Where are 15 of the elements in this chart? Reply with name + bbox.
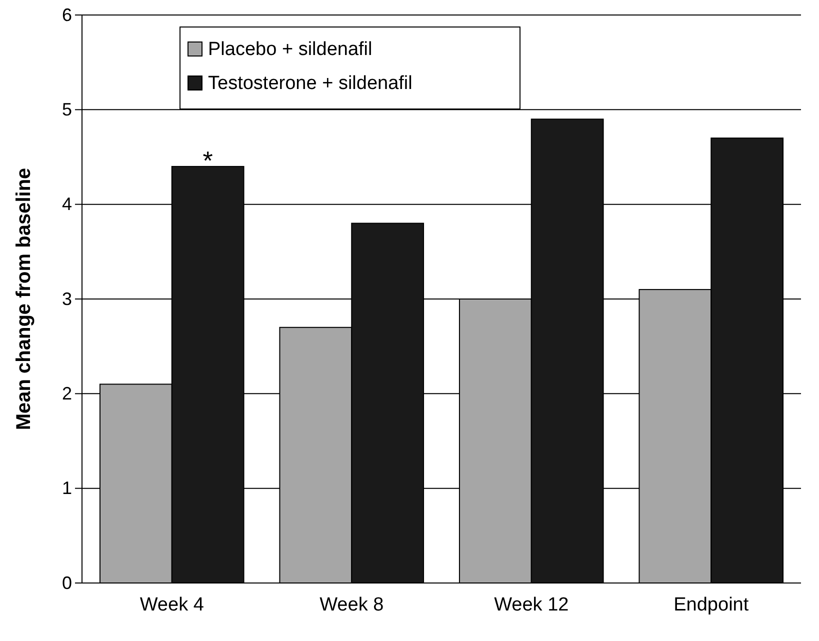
y-tick-label: 5 — [62, 99, 72, 120]
legend-label: Placebo + sildenafil — [208, 39, 372, 60]
x-tick-label: Week 4 — [140, 594, 204, 616]
y-axis-title: Mean change from baseline — [13, 168, 35, 430]
x-tick-label: Week 12 — [494, 594, 569, 616]
annotation: * — [202, 145, 213, 176]
x-tick-label: Endpoint — [674, 594, 750, 616]
y-tick-label: 1 — [62, 478, 72, 498]
y-tick-label: 4 — [62, 194, 72, 214]
legend-label: Testosterone + sildenafil — [208, 73, 412, 94]
y-tick-label: 3 — [62, 288, 72, 309]
y-tick-label: 2 — [62, 383, 72, 404]
y-tick-label: 0 — [62, 572, 72, 593]
x-tick-label: Week 8 — [320, 594, 384, 616]
y-tick-label: 6 — [62, 4, 72, 25]
